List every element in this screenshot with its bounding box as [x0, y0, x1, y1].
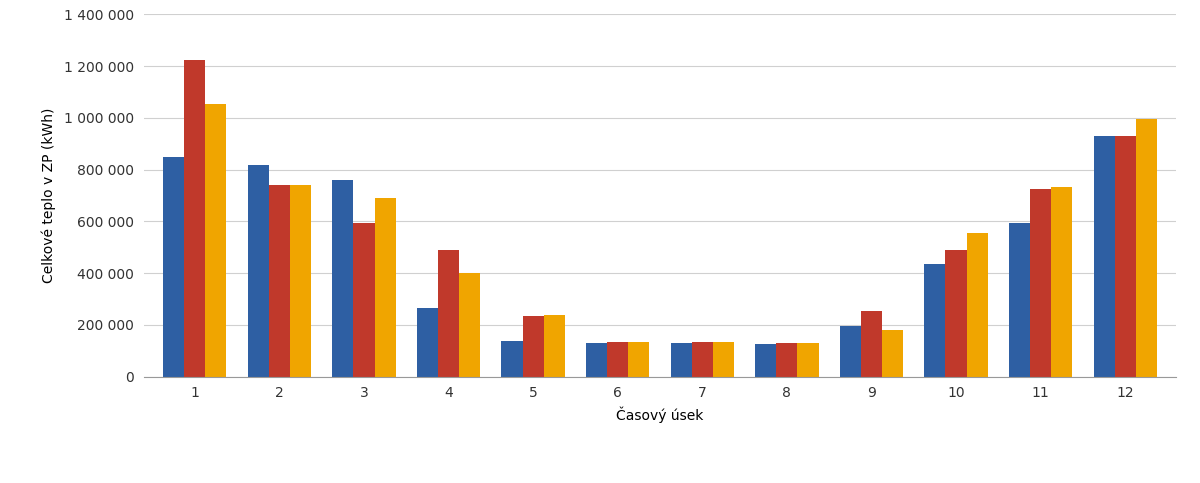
- Bar: [840, 327, 860, 377]
- Bar: [691, 342, 713, 377]
- Bar: [586, 343, 607, 377]
- Bar: [353, 223, 374, 377]
- Bar: [882, 330, 904, 377]
- X-axis label: Časový úsek: Časový úsek: [617, 406, 703, 423]
- Bar: [776, 343, 798, 377]
- Bar: [924, 264, 946, 377]
- Bar: [860, 311, 882, 377]
- Bar: [755, 344, 776, 377]
- Bar: [713, 342, 734, 377]
- Bar: [1030, 189, 1051, 377]
- Bar: [629, 342, 649, 377]
- Bar: [205, 104, 227, 377]
- Bar: [946, 250, 967, 377]
- Bar: [671, 343, 691, 377]
- Bar: [502, 341, 522, 377]
- Bar: [163, 157, 184, 377]
- Bar: [184, 60, 205, 377]
- Bar: [522, 316, 544, 377]
- Bar: [332, 180, 353, 377]
- Bar: [544, 314, 565, 377]
- Bar: [1115, 136, 1136, 377]
- Bar: [247, 165, 269, 377]
- Bar: [374, 198, 396, 377]
- Bar: [607, 342, 629, 377]
- Bar: [269, 185, 290, 377]
- Bar: [290, 185, 311, 377]
- Bar: [967, 233, 988, 377]
- Bar: [1093, 136, 1115, 377]
- Bar: [798, 343, 818, 377]
- Bar: [1136, 119, 1157, 377]
- Bar: [438, 250, 460, 377]
- Y-axis label: Celkové teplo v ZP (kWh): Celkové teplo v ZP (kWh): [41, 108, 56, 284]
- Bar: [1051, 186, 1073, 377]
- Bar: [1009, 223, 1030, 377]
- Bar: [460, 273, 480, 377]
- Bar: [416, 308, 438, 377]
